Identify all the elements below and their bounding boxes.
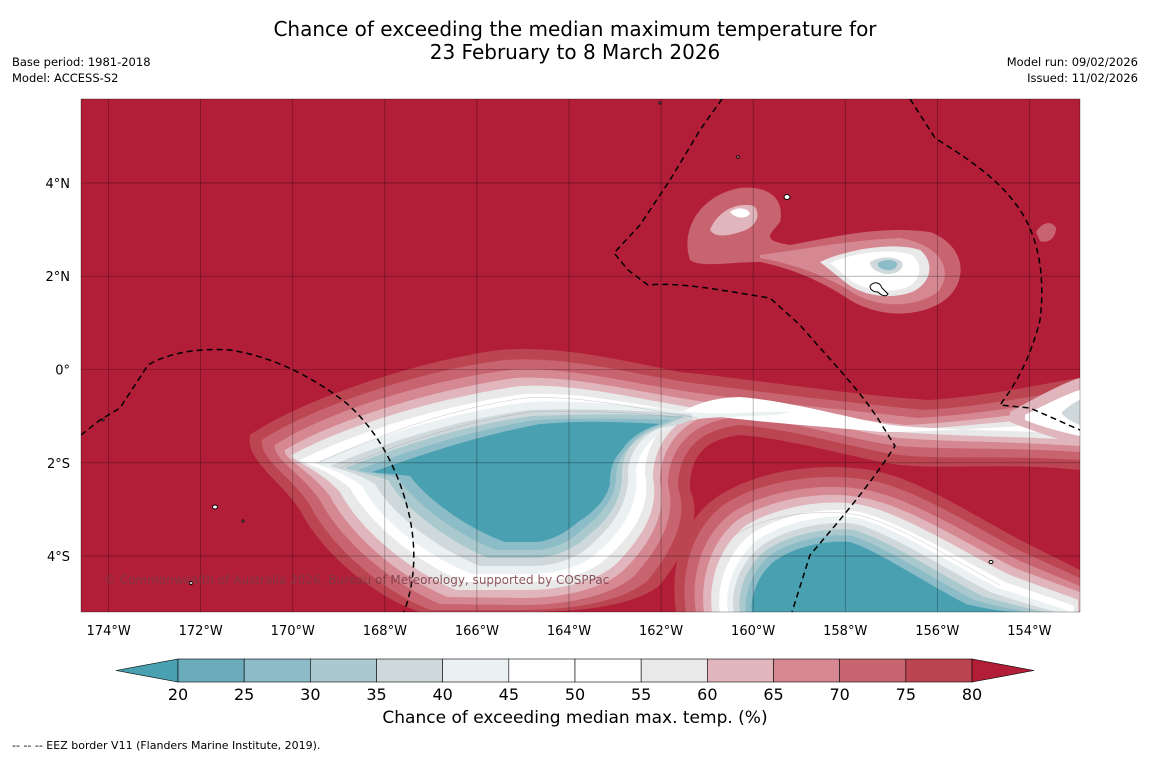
title-line-1: Chance of exceeding the median maximum t… bbox=[273, 17, 877, 41]
map-title: Chance of exceeding the median maximum t… bbox=[0, 18, 1150, 64]
christmas-island bbox=[869, 282, 889, 297]
colorbar-tick-label: 45 bbox=[499, 685, 519, 704]
islands bbox=[101, 101, 994, 585]
island-dot-1 bbox=[736, 155, 740, 159]
island-west bbox=[212, 504, 218, 510]
eez-borders bbox=[81, 99, 1080, 612]
meta-right: Model run: 09/02/2026 Issued: 11/02/2026 bbox=[1007, 54, 1138, 86]
contour-southeast bbox=[674, 467, 1080, 612]
lon-tick-label: 162°W bbox=[639, 624, 683, 639]
colorbar-tick-label: 75 bbox=[896, 685, 916, 704]
lon-tick-label: 166°W bbox=[455, 624, 499, 639]
lat-tick-label: 4°N bbox=[46, 177, 71, 192]
colorbar-swatch bbox=[839, 658, 907, 683]
base-period: Base period: 1981-2018 bbox=[12, 55, 151, 69]
lon-tick-label: 170°W bbox=[271, 624, 315, 639]
model-run: Model run: 09/02/2026 bbox=[1006, 55, 1138, 69]
gridlines bbox=[81, 99, 1080, 612]
lon-tick-label: 160°W bbox=[731, 624, 775, 639]
colorbar-swatch bbox=[574, 658, 642, 683]
meta-left: Base period: 1981-2018 Model: ACCESS-S2 bbox=[12, 54, 151, 86]
colorbar-swatch bbox=[508, 658, 576, 683]
axis-labels: 174°W 172°W 170°W 168°W 166°W 164°W 162°W 160°W… bbox=[46, 177, 1052, 639]
lon-tick-label: 174°W bbox=[87, 624, 131, 639]
island-dot-2 bbox=[658, 101, 662, 105]
map-area: © Commonwealth of Australia 2026, Bureau… bbox=[81, 99, 1080, 612]
lat-tick-label: 2°S bbox=[47, 457, 70, 472]
colorbar-swatch bbox=[442, 658, 510, 683]
colorbar-tick-label: 65 bbox=[763, 685, 783, 704]
colorbar-tick-label: 40 bbox=[432, 685, 452, 704]
model-name: Model: ACCESS-S2 bbox=[12, 71, 119, 85]
lat-tick-label: 0° bbox=[55, 363, 70, 378]
colorbar-tick-label: 55 bbox=[631, 685, 651, 704]
colorbar-under-arrow bbox=[115, 658, 179, 683]
lon-tick-label: 164°W bbox=[547, 624, 591, 639]
contour-north bbox=[687, 187, 1056, 314]
colorbar-label: Chance of exceeding median max. temp. (%… bbox=[382, 708, 768, 728]
lon-tick-label: 168°W bbox=[363, 624, 407, 639]
island-dot-3 bbox=[189, 581, 193, 585]
colorbar-swatch bbox=[177, 658, 245, 683]
colorbar-tick-label: 70 bbox=[829, 685, 849, 704]
copyright-text: © Commonwealth of Australia 2026, Bureau… bbox=[104, 573, 609, 587]
map-frame bbox=[80, 98, 1081, 613]
colorbar-tick-label: 25 bbox=[234, 685, 254, 704]
island-malden bbox=[988, 560, 994, 564]
lon-tick-label: 154°W bbox=[1007, 624, 1051, 639]
colorbar-tick-label: 30 bbox=[300, 685, 320, 704]
title-line-2: 23 February to 8 March 2026 bbox=[429, 40, 721, 64]
colorbar-tick-label: 80 bbox=[962, 685, 982, 704]
lon-tick-label: 172°W bbox=[179, 624, 223, 639]
contour-west-south bbox=[249, 349, 1080, 612]
contour-east-edge bbox=[1010, 378, 1080, 445]
colorbar-tick-label: 35 bbox=[366, 685, 386, 704]
colorbar-swatch bbox=[707, 658, 774, 683]
island-fanning bbox=[783, 194, 791, 200]
issued-date: Issued: 11/02/2026 bbox=[1027, 71, 1138, 85]
lat-tick-label: 4°S bbox=[47, 550, 70, 565]
lon-tick-label: 158°W bbox=[823, 624, 867, 639]
eez-footer-note: -- -- -- EEZ border V11 (Flanders Marine… bbox=[12, 739, 321, 752]
colorbar-swatch bbox=[773, 658, 840, 683]
colorbar-tick-label: 60 bbox=[697, 685, 717, 704]
colorbar-swatch bbox=[310, 658, 377, 683]
island-dot-4 bbox=[241, 519, 245, 523]
lat-tick-label: 2°N bbox=[46, 270, 71, 285]
colorbar-tick-label: 50 bbox=[565, 685, 585, 704]
colorbar-swatch bbox=[905, 658, 973, 683]
island-dot-5 bbox=[101, 418, 105, 422]
colorbar-over-arrow bbox=[971, 658, 1035, 683]
colorbar-tick-label: 20 bbox=[168, 685, 188, 704]
colorbar-swatch bbox=[243, 658, 311, 683]
lon-tick-label: 156°W bbox=[915, 624, 959, 639]
colorbar-swatch bbox=[640, 658, 708, 683]
colorbar-swatch bbox=[376, 658, 443, 683]
colorbar: 20 25 30 35 40 45 50 55 60 65 70 75 80 bbox=[115, 658, 1035, 704]
